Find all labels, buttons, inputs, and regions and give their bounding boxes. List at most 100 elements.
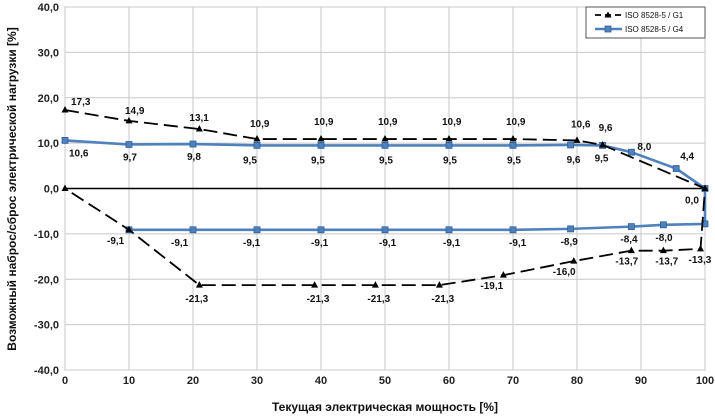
series-point-g4	[61, 137, 69, 144]
x-tick-label: 40	[315, 375, 327, 387]
series-point-g1	[573, 136, 581, 143]
data-label: 14,9	[125, 106, 145, 117]
series-point-g1	[61, 184, 69, 191]
x-tick-label: 10	[123, 375, 135, 387]
y-tick-label: 30,0	[38, 47, 59, 59]
data-label: 10,9	[314, 117, 334, 128]
series-point-g4	[445, 226, 453, 234]
series-point-g1	[599, 140, 607, 148]
x-tick-label: 70	[507, 375, 519, 387]
data-label: -9,1	[379, 238, 397, 249]
x-tick-label: 80	[571, 375, 583, 387]
series-point-g4	[317, 226, 325, 234]
data-label: 9,6	[567, 155, 581, 166]
series-point-g4	[509, 141, 517, 149]
y-tick-label: -20,0	[34, 274, 59, 286]
series-point-g1	[125, 116, 133, 124]
data-labels: 17,3 14,9 13,1 10,9 10,9 10,9 10,9 10,9 10,6 9,6 1…	[69, 97, 712, 305]
data-label: 10,6	[571, 119, 591, 130]
y-tick-label: -10,0	[34, 229, 59, 241]
series-point-g1	[445, 135, 453, 142]
data-label: 0,0	[685, 196, 699, 207]
data-label: 8,0	[637, 142, 651, 153]
data-label: -19,1	[480, 281, 503, 292]
y-tick-label: 20,0	[38, 93, 59, 105]
series-point-g4	[567, 141, 574, 149]
series-point-g1	[195, 281, 203, 288]
series-point-g1	[317, 135, 325, 142]
series-point-g1	[195, 125, 203, 132]
data-label: 9,5	[311, 155, 325, 166]
series-point-g1	[61, 106, 69, 113]
data-label: -9,1	[311, 238, 329, 249]
x-tick-label: 60	[443, 375, 455, 387]
series-point-g4	[628, 148, 635, 156]
data-label: -9,1	[443, 238, 461, 249]
series-point-g4	[381, 141, 389, 149]
y-tick-label: -40,0	[34, 365, 59, 377]
series-point-g4	[189, 226, 197, 234]
series-point-g4	[253, 141, 261, 149]
data-label: -21,3	[431, 294, 454, 305]
data-label: 9,5	[507, 155, 521, 166]
x-tick-label: 30	[251, 375, 263, 387]
x-axis-title: Текущая электрическая мощность [%]	[272, 400, 498, 414]
data-label: -13,7	[655, 257, 678, 268]
series-point-g1	[659, 246, 667, 254]
data-label: 9,8	[187, 152, 201, 163]
series-point-g1	[311, 281, 319, 288]
data-label: -8,0	[655, 233, 673, 244]
data-label: 9,5	[595, 153, 609, 164]
data-label: -9,1	[243, 238, 261, 249]
x-tick-label: 0	[62, 375, 68, 387]
y-tick-label: -30,0	[34, 320, 59, 332]
data-label: 9,6	[599, 123, 613, 134]
series-point-g1	[125, 225, 133, 233]
series-point-g4	[672, 165, 680, 172]
data-label: -13,3	[689, 255, 712, 266]
data-label: -16,0	[553, 267, 576, 278]
y-tick-label: 10,0	[38, 138, 59, 150]
series-point-g1	[499, 271, 507, 278]
series-point-g4	[317, 141, 325, 149]
data-label: -9,1	[509, 238, 527, 249]
legend: ISO 8528-5 / G1 ISO 8528-5 / G4	[585, 6, 706, 39]
series-point-g4	[628, 223, 635, 231]
data-label: 9,5	[379, 155, 393, 166]
data-label: 4,4	[680, 152, 694, 163]
data-label: 10,9	[378, 117, 398, 128]
series-point-g1	[697, 244, 705, 252]
series-line-g4	[64, 139, 707, 232]
data-label: 9,5	[443, 155, 457, 166]
data-label: 9,7	[123, 152, 137, 163]
series-line-g1	[64, 109, 706, 287]
series-layer	[61, 106, 709, 288]
y-tick-label: 0,0	[44, 184, 59, 196]
data-label: 10,9	[250, 119, 270, 130]
y-axis-ticks: 40,0 30,0 20,0 10,0 0,0 -10,0 -20,0 -30,0 -40,0	[34, 2, 59, 377]
series-point-g1	[381, 135, 389, 142]
legend-marker-g4	[604, 25, 612, 33]
series-point-g4	[445, 141, 453, 149]
x-tick-label: 100	[696, 375, 714, 387]
x-tick-label: 90	[635, 375, 647, 387]
data-label: 10,9	[506, 117, 526, 128]
data-label: 10,6	[69, 148, 89, 159]
series-point-g1	[701, 184, 709, 191]
legend-box	[585, 6, 706, 39]
series-point-g4	[125, 141, 133, 148]
data-label: -9,1	[107, 236, 125, 247]
legend-label-g4: ISO 8528-5 / G4	[625, 25, 684, 34]
series-point-g4	[509, 226, 517, 234]
data-label: 13,1	[189, 113, 209, 124]
x-tick-label: 20	[187, 375, 199, 387]
series-point-g1	[435, 281, 443, 288]
data-label: -21,3	[307, 294, 330, 305]
legend-marker-g1	[604, 11, 612, 18]
x-tick-label: 50	[379, 375, 391, 387]
series-point-g1	[509, 135, 517, 142]
data-label: -8,4	[620, 235, 638, 246]
series-point-g4	[567, 225, 574, 233]
x-axis-ticks: 0 10 20 30 40 50 60 70 80 90 100	[62, 375, 714, 387]
